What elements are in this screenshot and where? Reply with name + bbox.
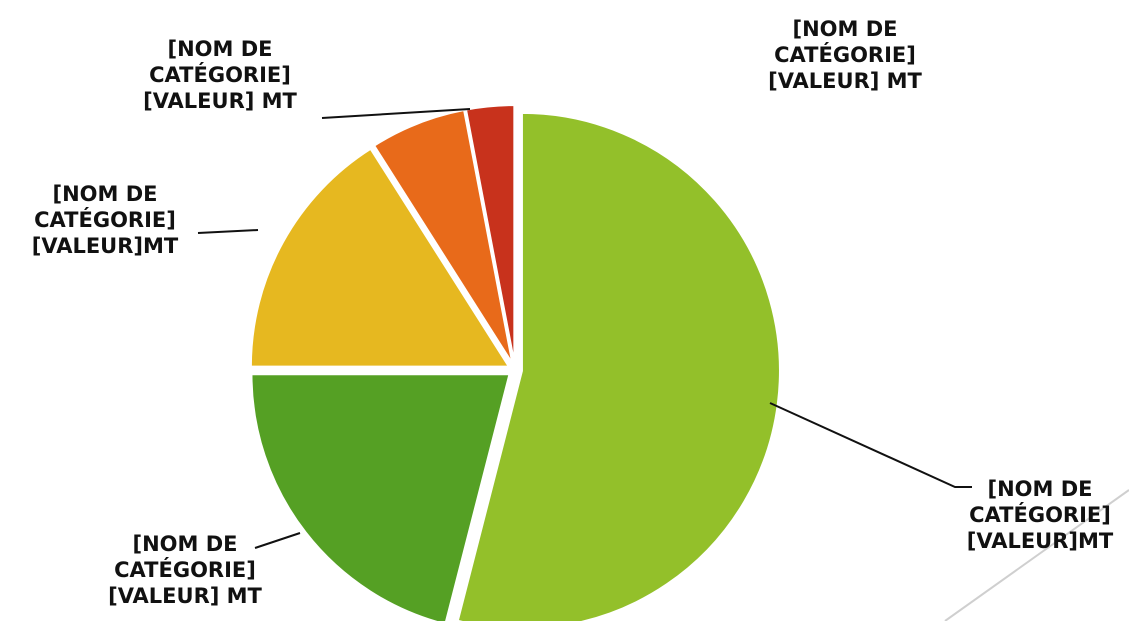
decor-line — [944, 489, 1129, 621]
category-label: [NOM DE CATÉGORIE] — [114, 532, 256, 582]
data-label: [NOM DE CATÉGORIE] [VALEUR]MT — [15, 181, 195, 259]
leader-line — [254, 532, 301, 549]
data-label: [NOM DE CATÉGORIE] [VALEUR]MT — [950, 476, 1129, 554]
category-label: [NOM DE CATÉGORIE] — [969, 477, 1111, 527]
category-label: [NOM DE CATÉGORIE] — [774, 17, 916, 67]
pie-slice — [250, 373, 511, 621]
category-label: [NOM DE CATÉGORIE] — [34, 182, 176, 232]
pie-slice — [456, 111, 781, 621]
leader-line — [321, 108, 471, 119]
value-label: [VALEUR]MT — [31, 234, 179, 258]
leader-lines — [197, 108, 972, 549]
value-label: [VALEUR] MT — [108, 584, 262, 608]
value-label: [VALEUR] MT — [143, 89, 297, 113]
leader-line — [197, 229, 259, 234]
data-label: [NOM DE CATÉGORIE] [VALEUR] MT — [130, 36, 310, 114]
pie-slice — [249, 147, 511, 368]
value-label: [VALEUR] MT — [768, 69, 922, 93]
category-label: [NOM DE CATÉGORIE] — [149, 37, 291, 87]
value-label: [VALEUR]MT — [966, 529, 1114, 553]
data-label: [NOM DE CATÉGORIE] [VALEUR] MT — [755, 16, 935, 94]
leader-line — [769, 402, 972, 488]
data-label: [NOM DE CATÉGORIE] [VALEUR] MT — [95, 531, 275, 609]
